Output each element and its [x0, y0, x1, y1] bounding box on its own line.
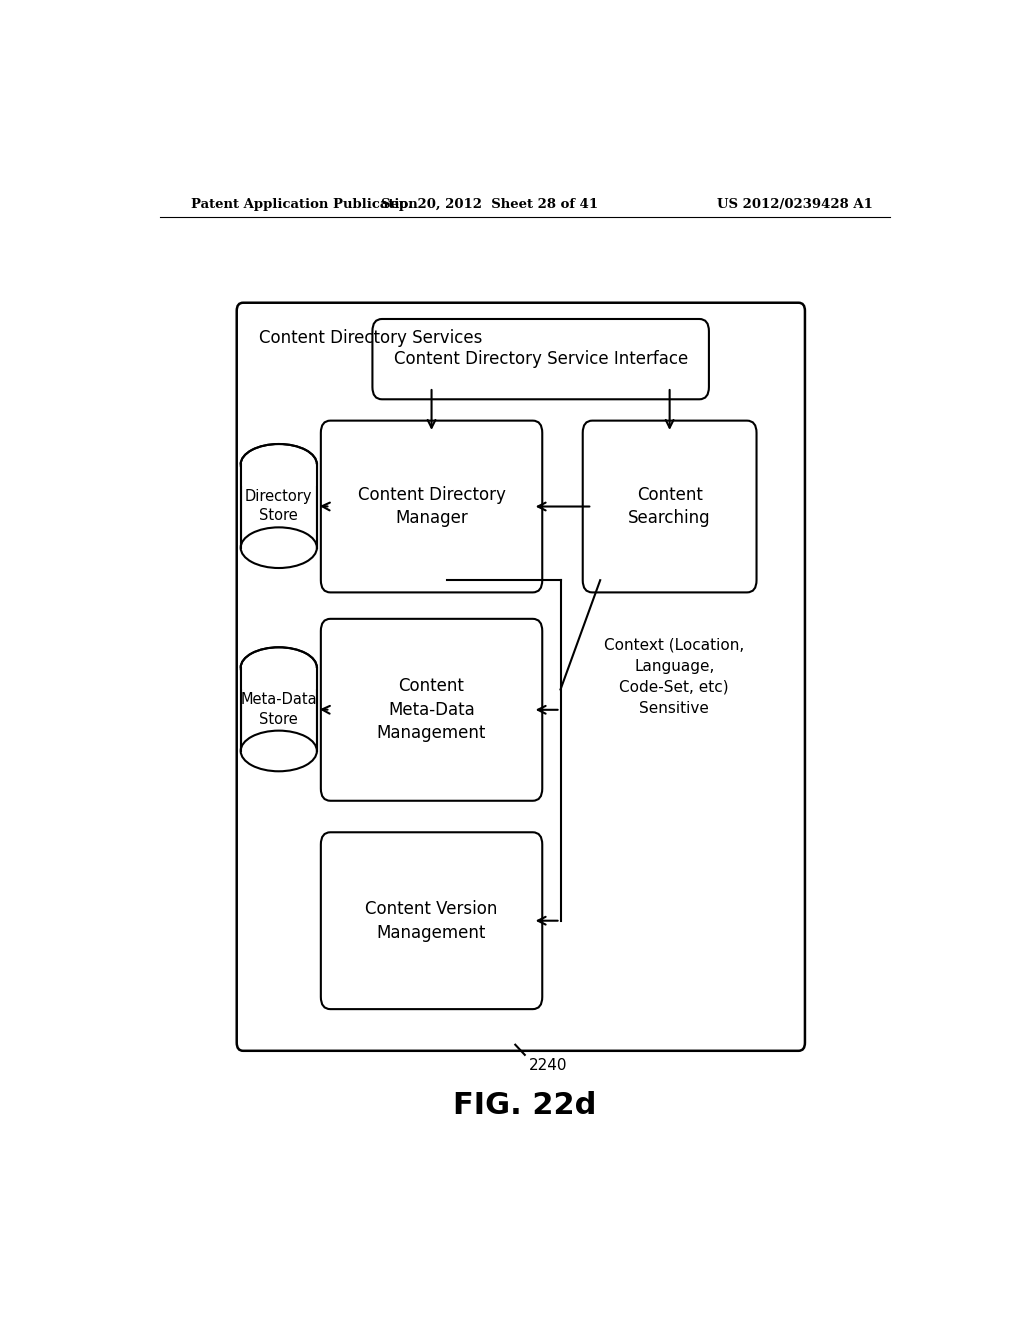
- Text: 2240: 2240: [528, 1057, 567, 1073]
- Text: Context (Location,
Language,
Code-Set, etc)
Sensitive: Context (Location, Language, Code-Set, e…: [604, 638, 744, 715]
- Text: Sep. 20, 2012  Sheet 28 of 41: Sep. 20, 2012 Sheet 28 of 41: [381, 198, 598, 211]
- Bar: [240, 668, 317, 689]
- Text: Patent Application Publication: Patent Application Publication: [191, 198, 418, 211]
- Text: Content
Searching: Content Searching: [629, 486, 711, 527]
- Bar: [241, 668, 316, 751]
- Text: Directory
Store: Directory Store: [245, 488, 312, 524]
- FancyBboxPatch shape: [321, 421, 543, 593]
- Ellipse shape: [241, 444, 316, 484]
- Ellipse shape: [241, 647, 316, 688]
- Text: Content Directory Service Interface: Content Directory Service Interface: [393, 350, 688, 368]
- FancyBboxPatch shape: [583, 421, 757, 593]
- Ellipse shape: [241, 731, 316, 771]
- FancyBboxPatch shape: [321, 833, 543, 1008]
- FancyBboxPatch shape: [237, 302, 805, 1051]
- Ellipse shape: [241, 528, 316, 568]
- Text: Content Directory
Manager: Content Directory Manager: [357, 486, 506, 527]
- Bar: [240, 465, 317, 486]
- Text: Content
Meta-Data
Management: Content Meta-Data Management: [377, 677, 486, 742]
- Text: US 2012/0239428 A1: US 2012/0239428 A1: [717, 198, 872, 211]
- Text: Content Directory Services: Content Directory Services: [259, 329, 482, 347]
- FancyBboxPatch shape: [373, 319, 709, 399]
- Text: Content Version
Management: Content Version Management: [366, 900, 498, 941]
- Text: Meta-Data
Store: Meta-Data Store: [241, 692, 317, 727]
- FancyBboxPatch shape: [321, 619, 543, 801]
- Text: FIG. 22d: FIG. 22d: [453, 1092, 597, 1121]
- Bar: [241, 465, 316, 548]
